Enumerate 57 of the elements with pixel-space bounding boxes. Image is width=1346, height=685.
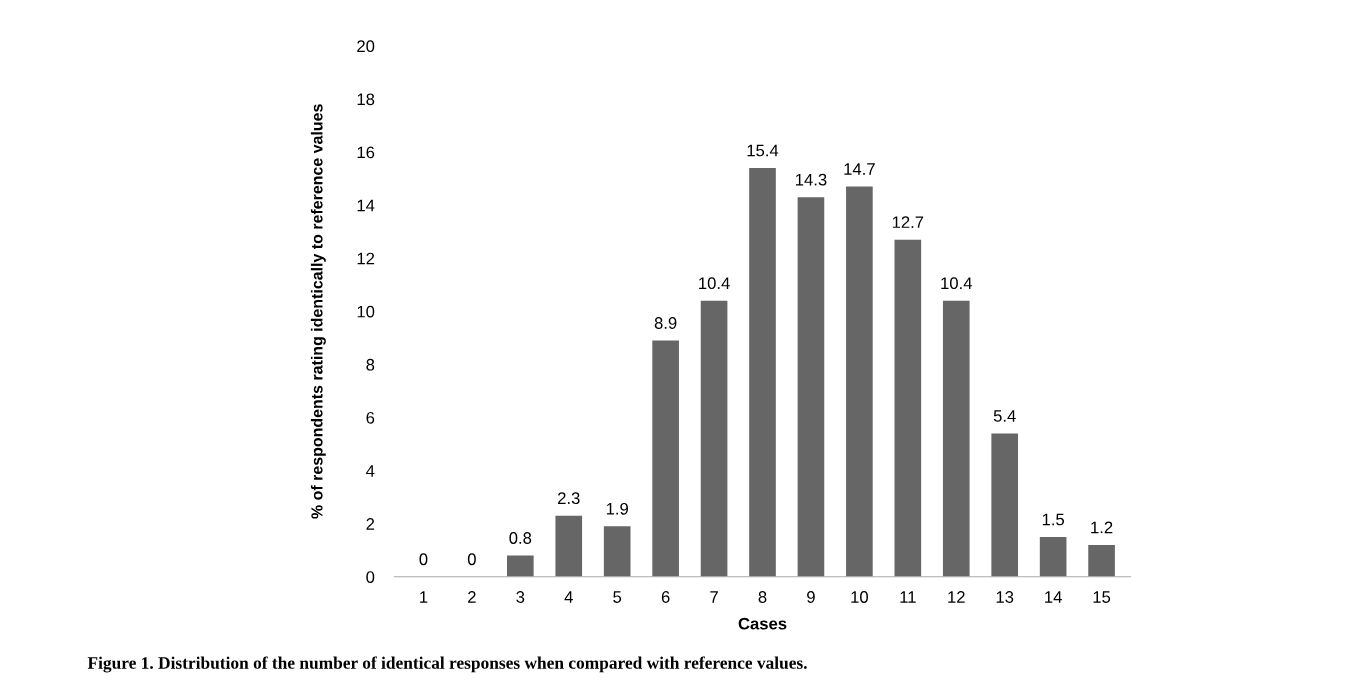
- data-label: 1.5: [1042, 513, 1065, 526]
- bar: [749, 168, 776, 577]
- data-label: 0.8: [509, 532, 532, 544]
- data-label: 14.3: [796, 173, 827, 186]
- data-label: 10.4: [699, 277, 730, 290]
- y-tick-label: 12: [357, 252, 375, 265]
- data-label: 0: [467, 553, 476, 566]
- y-tick-label: 10: [357, 305, 375, 318]
- data-label: 1.2: [1091, 521, 1113, 534]
- data-label: 12.7: [892, 216, 924, 228]
- caption: Figure 1. Distribution of the number of identical responses when compared with reference values.: [87, 656, 807, 673]
- bar: [991, 433, 1019, 577]
- x-tick-label: 7: [710, 591, 718, 603]
- x-tick-label: 14: [1045, 591, 1062, 603]
- y-tick-label: 20: [357, 40, 375, 53]
- data-label: 15.4: [747, 144, 779, 157]
- y-tick-label: 2: [366, 518, 375, 530]
- bar: [507, 555, 534, 577]
- x-tick-label: 15: [1093, 591, 1111, 603]
- y-tick-label: 8: [366, 358, 375, 371]
- bar: [894, 239, 922, 577]
- bar: [1088, 544, 1115, 577]
- data-label: 2.3: [558, 492, 580, 505]
- y-tick-label: 18: [357, 93, 375, 106]
- x-tick-label: 6: [661, 591, 670, 603]
- y-tick-label: 14: [357, 199, 375, 212]
- bar: [603, 526, 631, 577]
- x-tick-label: 4: [564, 591, 573, 603]
- y-tick-label: 16: [357, 146, 375, 159]
- x-tick-label: 5: [613, 591, 622, 603]
- x-tick-label: 1: [420, 591, 428, 603]
- bar: [700, 300, 728, 577]
- x-tick-label: 11: [900, 591, 916, 603]
- bar: [797, 197, 825, 577]
- x-tick-label: 13: [996, 591, 1014, 603]
- data-label: 1.9: [606, 502, 628, 515]
- x-tick-label: 8: [758, 591, 767, 603]
- y-tick-label: 0: [366, 571, 375, 583]
- y-tick-label: 6: [366, 411, 375, 424]
- bar: [652, 340, 679, 577]
- data-label: 0: [419, 553, 428, 566]
- x-tick-label: 9: [807, 591, 815, 603]
- bar: [1039, 536, 1067, 577]
- data-label: 8.9: [654, 317, 677, 329]
- data-label: 10.4: [941, 277, 972, 290]
- x-tick-label: 10: [851, 591, 868, 603]
- y-axis-title: % of respondents rating identically to reference values: [310, 104, 326, 519]
- x-tick-label: 12: [948, 591, 965, 603]
- x-tick-label: 3: [516, 591, 525, 603]
- data-label: 14.7: [844, 163, 875, 175]
- bar: [846, 186, 873, 577]
- bar: [942, 300, 970, 577]
- y-tick-label: 4: [366, 465, 375, 477]
- x-axis-title: Cases: [738, 617, 787, 630]
- bar: [555, 515, 583, 577]
- x-tick-label: 2: [468, 591, 476, 603]
- data-label: 5.4: [993, 410, 1016, 422]
